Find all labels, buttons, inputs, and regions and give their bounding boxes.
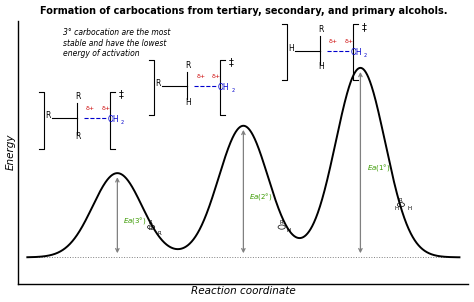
Text: $Ea(1°)$: $Ea(1°)$ xyxy=(367,162,391,173)
Text: R: R xyxy=(149,226,153,231)
Text: ‡: ‡ xyxy=(229,57,234,67)
Text: δ+: δ+ xyxy=(212,74,221,79)
Text: R: R xyxy=(399,198,402,203)
Text: R: R xyxy=(149,220,153,226)
Text: R: R xyxy=(279,220,283,226)
Text: 2: 2 xyxy=(231,88,234,93)
Text: OH: OH xyxy=(350,48,362,57)
Text: R: R xyxy=(185,61,191,70)
Text: δ+: δ+ xyxy=(86,106,95,111)
Text: δ+: δ+ xyxy=(345,39,354,44)
Text: R: R xyxy=(318,25,323,34)
Title: Formation of carbocations from tertiary, secondary, and primary alcohols.: Formation of carbocations from tertiary,… xyxy=(40,5,447,16)
Text: H: H xyxy=(288,44,293,53)
Text: $Ea(2°)$: $Ea(2°)$ xyxy=(249,191,273,202)
Text: H: H xyxy=(318,62,324,71)
Text: $Ea(3°)$: $Ea(3°)$ xyxy=(123,215,146,226)
Text: R: R xyxy=(75,132,81,141)
Text: δ+: δ+ xyxy=(196,74,205,79)
Text: H: H xyxy=(286,228,290,233)
Text: H: H xyxy=(394,206,398,211)
Text: δ+: δ+ xyxy=(329,39,338,44)
Text: ‡: ‡ xyxy=(362,22,367,32)
Text: R: R xyxy=(155,79,161,88)
Text: 2: 2 xyxy=(364,53,367,58)
Text: H: H xyxy=(408,206,412,211)
Text: OH: OH xyxy=(218,83,229,92)
Text: δ+: δ+ xyxy=(101,106,111,111)
Text: R: R xyxy=(45,111,50,120)
Text: ‡: ‡ xyxy=(118,89,124,99)
Text: R: R xyxy=(158,231,162,236)
Text: H: H xyxy=(185,98,191,107)
Y-axis label: Energy: Energy xyxy=(6,134,16,170)
Text: R: R xyxy=(75,92,81,101)
Text: 2: 2 xyxy=(121,120,124,125)
Text: 3° carbocation are the most
stable and have the lowest
energy of activation: 3° carbocation are the most stable and h… xyxy=(64,28,171,58)
X-axis label: Reaction coordinate: Reaction coordinate xyxy=(191,286,296,297)
Text: OH: OH xyxy=(108,115,119,124)
